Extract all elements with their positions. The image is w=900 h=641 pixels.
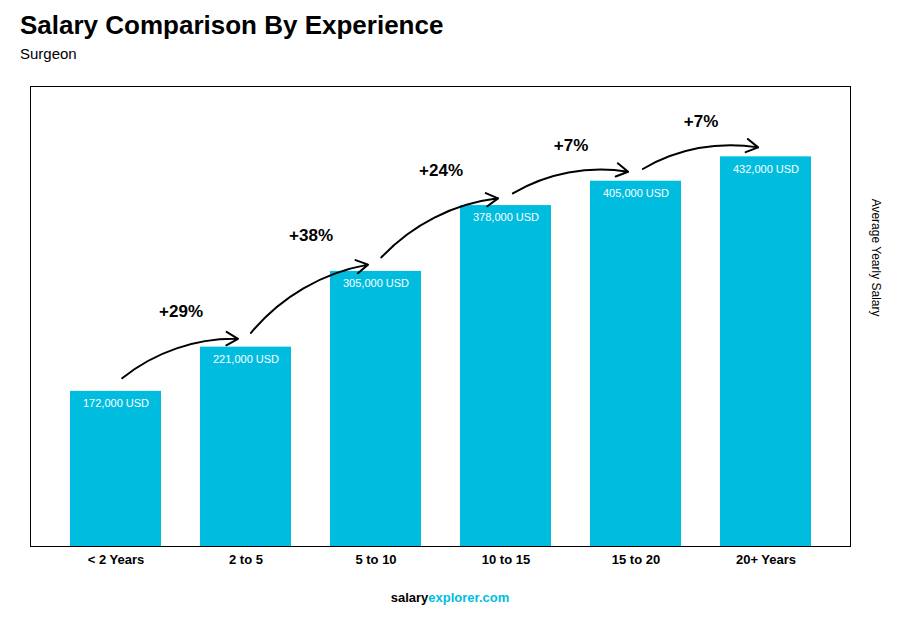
svg-text:10 to 15: 10 to 15 — [482, 552, 530, 567]
svg-text:+29%: +29% — [159, 302, 203, 321]
svg-text:405,000 USD: 405,000 USD — [603, 187, 669, 199]
svg-text:+7%: +7% — [554, 136, 589, 155]
svg-text:2 to 5: 2 to 5 — [229, 552, 263, 567]
svg-text:432,000 USD: 432,000 USD — [733, 163, 799, 175]
svg-text:221,000 USD: 221,000 USD — [213, 353, 279, 365]
svg-text:378,000 USD: 378,000 USD — [473, 211, 539, 223]
svg-text:+24%: +24% — [419, 161, 463, 180]
html-text:Surgeon: Surgeon — [20, 45, 77, 62]
svg-text:Average Yearly Salary: Average Yearly Salary — [869, 199, 883, 317]
html-text:salary explorer.com: salary explorer.com — [390, 590, 510, 605]
svg-text:5 to 10: 5 to 10 — [355, 552, 396, 567]
svg-text:172,000 USD: 172,000 USD — [83, 397, 149, 409]
svg-text:< 2 Years: < 2 Years — [88, 552, 145, 567]
svg-text:20+ Years: 20+ Years — [736, 552, 796, 567]
svg-text:+7%: +7% — [684, 112, 719, 131]
svg-text:+38%: +38% — [289, 226, 333, 245]
svg-text:15 to 20: 15 to 20 — [612, 552, 660, 567]
html-text:Salary Comparison By Experienc: Salary Comparison By Experience — [20, 10, 444, 40]
svg-text:305,000 USD: 305,000 USD — [343, 277, 409, 289]
